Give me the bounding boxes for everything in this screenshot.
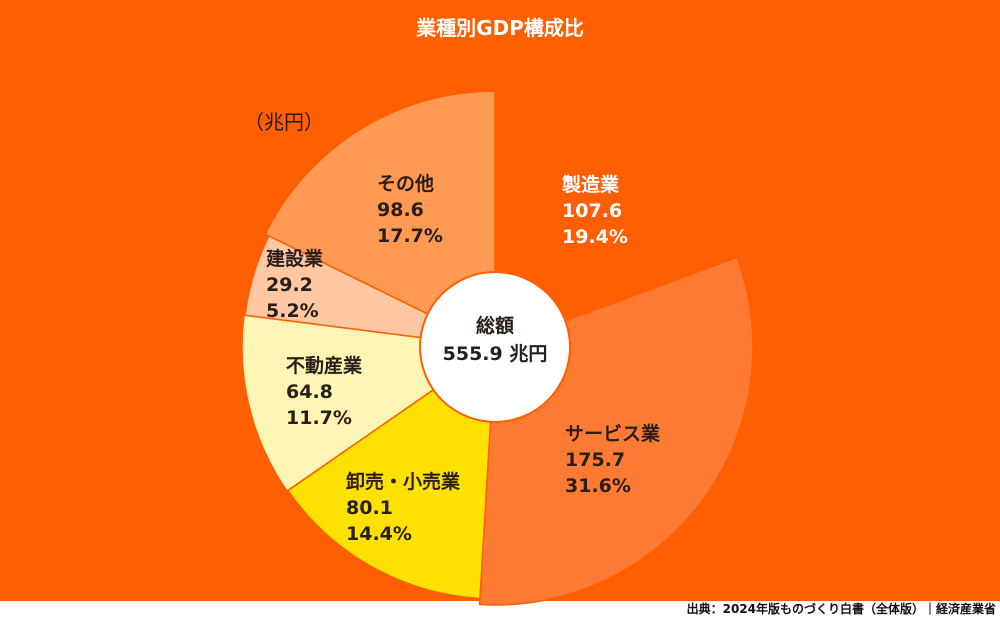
- label-name: 卸売・小売業: [346, 471, 461, 493]
- label-other: その他 98.6 17.7%: [377, 171, 443, 249]
- label-pct: 5.2%: [266, 300, 319, 322]
- label-pct: 14.4%: [346, 523, 412, 545]
- label-name: サービス業: [565, 423, 661, 445]
- label-pct: 11.7%: [286, 407, 352, 429]
- label-manufacturing: 製造業 107.6 19.4%: [562, 172, 628, 250]
- total-label: 総額: [475, 315, 514, 337]
- label-value: 64.8: [286, 381, 333, 403]
- label-construction: 建設業 29.2 5.2%: [266, 246, 323, 324]
- label-value: 175.7: [565, 449, 626, 471]
- chart-title: 業種別GDP構成比: [416, 16, 584, 40]
- label-value: 29.2: [266, 274, 313, 296]
- label-real-estate: 不動産業 64.8 11.7%: [286, 353, 362, 431]
- label-name: 製造業: [562, 174, 620, 196]
- unit-label: （兆円）: [244, 110, 324, 134]
- center-total: 総額 555.9 兆円: [420, 312, 570, 368]
- label-value: 80.1: [346, 497, 393, 519]
- label-pct: 19.4%: [562, 226, 628, 248]
- label-value: 98.6: [377, 199, 424, 221]
- label-name: その他: [377, 173, 435, 195]
- pie-slices: [241, 85, 754, 606]
- total-value: 555.9 兆円: [442, 343, 548, 365]
- label-name: 不動産業: [286, 355, 363, 377]
- label-wholesale-retail: 卸売・小売業 80.1 14.4%: [346, 469, 460, 547]
- center-hole: [419, 271, 571, 423]
- pie-slice: [286, 345, 496, 600]
- label-name: 建設業: [266, 248, 324, 270]
- source-note: 出典：2024年版ものづくり白書（全体版）｜経済産業省: [686, 602, 996, 616]
- label-value: 107.6: [562, 200, 623, 222]
- label-services: サービス業 175.7 31.6%: [565, 421, 660, 499]
- pie-slice: [264, 90, 496, 349]
- label-pct: 31.6%: [565, 475, 631, 497]
- label-pct: 17.7%: [377, 225, 443, 247]
- pie-slice: [495, 85, 741, 347]
